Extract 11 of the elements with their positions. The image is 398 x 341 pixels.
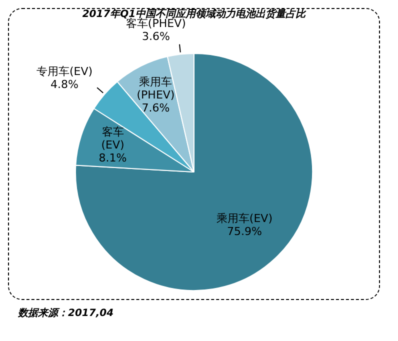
data-label: 8.1% [98, 152, 127, 165]
source-note: 数据来源：2017,04 [18, 306, 115, 320]
data-label: 4.8% [50, 78, 78, 91]
data-label: 75.9% [226, 224, 262, 238]
data-label: 3.6% [142, 30, 170, 43]
slice-label: 乘用车(EV) [216, 212, 272, 225]
slice-label: 客车(EV) [101, 126, 124, 152]
chart-title: 2017年Q1中国不同应用领域动力电池出货量占比 [76, 9, 312, 20]
data-label: 7.6% [142, 102, 170, 115]
slice-label: 专用车(EV) [36, 64, 93, 78]
slice-label: 乘用车(PHEV) [136, 76, 175, 102]
